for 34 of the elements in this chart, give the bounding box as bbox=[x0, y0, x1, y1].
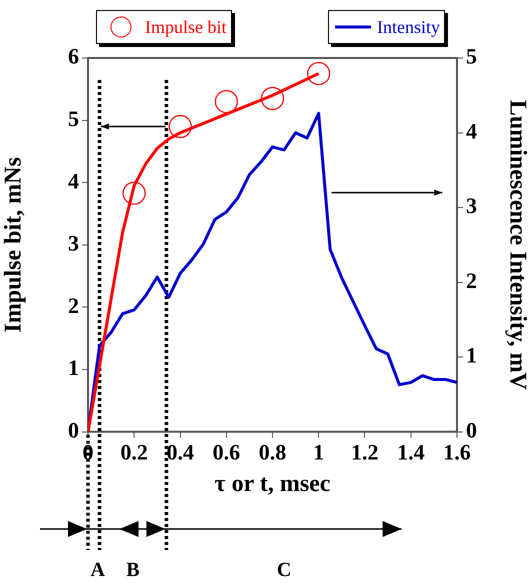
y-tick-label: 3 bbox=[68, 230, 79, 256]
legend-label: Intensity bbox=[377, 16, 440, 38]
y2-tick-label: 1 bbox=[466, 342, 477, 368]
x-tick-label: 1.6 bbox=[443, 440, 471, 465]
y2-tick-label: 0 bbox=[466, 417, 477, 442]
y-tick-label: 4 bbox=[68, 168, 79, 194]
point bbox=[168, 114, 192, 138]
x-tick-label: 0.4 bbox=[166, 440, 194, 465]
point bbox=[260, 86, 284, 110]
point bbox=[122, 182, 146, 205]
point bbox=[214, 90, 238, 114]
y-axis-title: Impulse bit, mNs bbox=[0, 157, 27, 333]
x-tick-label: 1.2 bbox=[351, 440, 378, 465]
y2-axis-title: Luminescence Intensity, mV bbox=[504, 100, 530, 391]
x-tick-label: 0.8 bbox=[258, 440, 286, 465]
text: C bbox=[276, 559, 292, 581]
x-tick-label: 1 bbox=[313, 440, 324, 465]
y2-tick-label: 3 bbox=[466, 193, 477, 218]
x-axis-title: τ or t, msec bbox=[214, 470, 331, 497]
y-tick-label: 6 bbox=[68, 44, 79, 69]
y2-tick-label: 2 bbox=[466, 268, 477, 293]
y-tick-label: 2 bbox=[68, 292, 79, 318]
text: B bbox=[126, 559, 140, 581]
x-tick-label: 1.4 bbox=[397, 440, 425, 465]
y2-tick-label: 5 bbox=[466, 44, 477, 69]
y-tick-label: 1 bbox=[68, 355, 79, 380]
text: A bbox=[90, 559, 106, 581]
x-tick-label: 0.2 bbox=[120, 440, 148, 465]
point bbox=[307, 62, 330, 86]
y-tick-label: 0 bbox=[68, 417, 79, 442]
y2-tick-label: 4 bbox=[466, 118, 477, 144]
legend-label: Impulse bit bbox=[145, 16, 226, 38]
x-tick-label: 0.6 bbox=[212, 440, 240, 465]
y-tick-label: 5 bbox=[68, 106, 79, 131]
